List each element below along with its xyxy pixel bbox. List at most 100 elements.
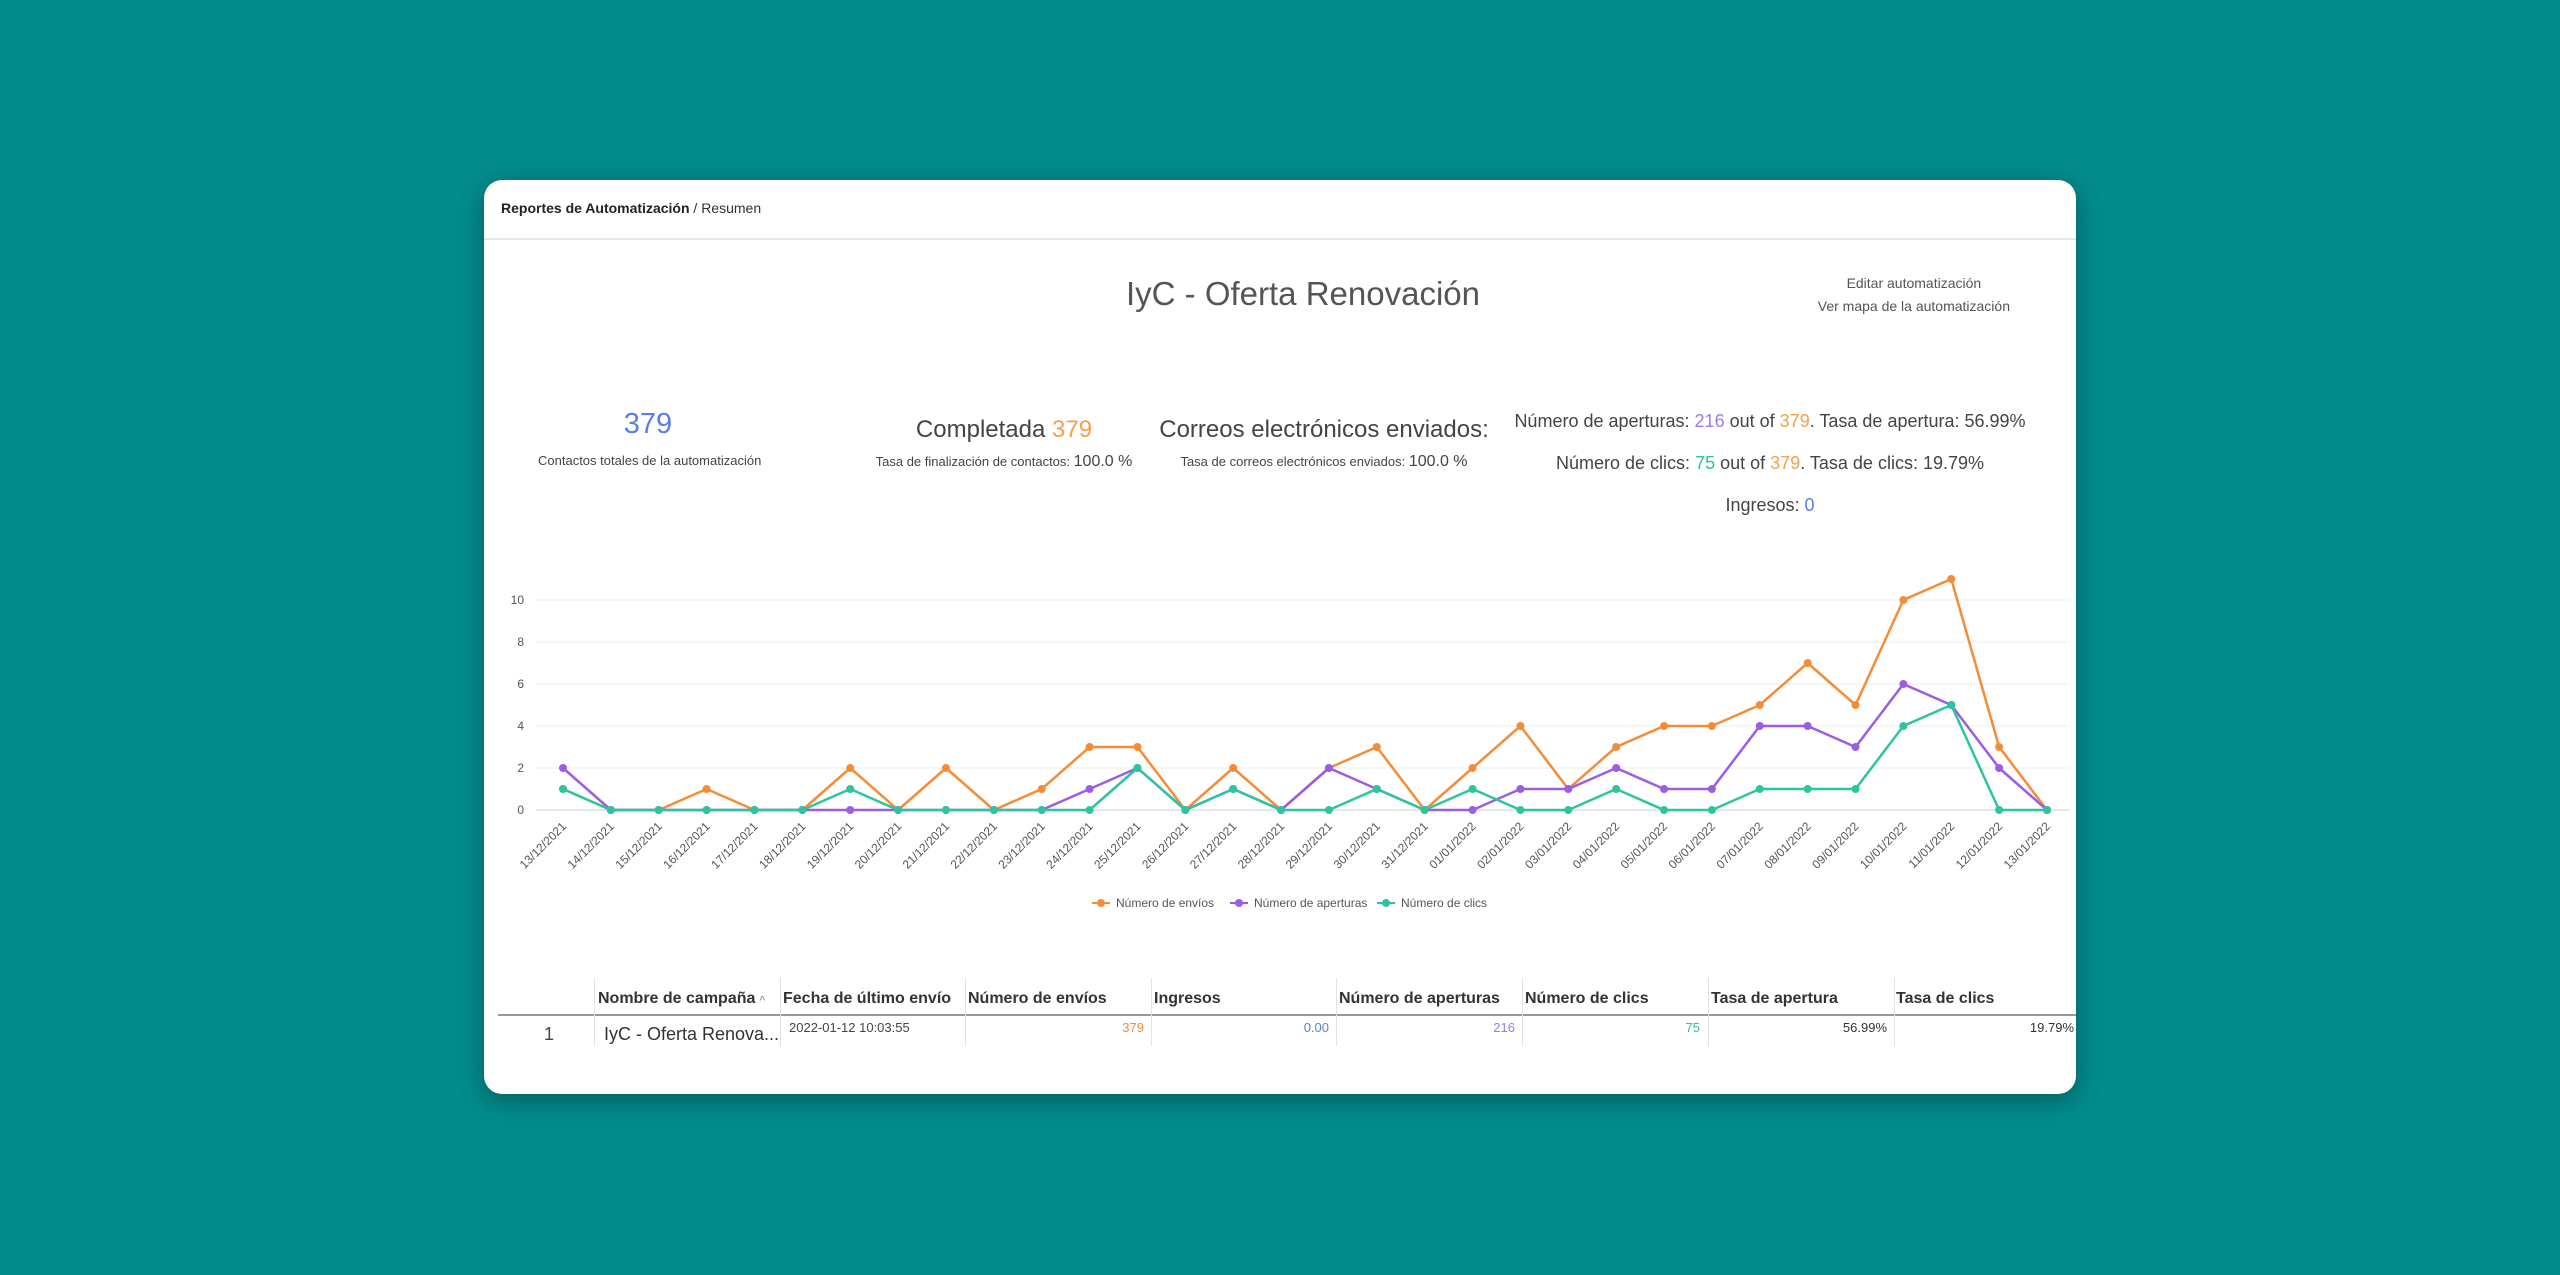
opens-total: 379 — [1779, 411, 1810, 431]
data-point — [1707, 806, 1716, 814]
data-point — [1947, 701, 1956, 709]
y-tick-label: 2 — [517, 761, 524, 775]
x-tick-label: 31/12/2021 — [1378, 819, 1431, 872]
emails-sent-stat: Correos electrónicos enviados: Tasa de c… — [1154, 416, 1494, 471]
data-point — [941, 764, 950, 772]
x-tick-label: 11/01/2022 — [1906, 819, 1958, 871]
x-tick-label: 26/12/2021 — [1139, 819, 1192, 872]
table-header-cell[interactable]: Fecha de último envío — [783, 990, 952, 1007]
series-line — [562, 682, 2048, 812]
y-tick-label: 8 — [517, 635, 524, 649]
x-tick-label: 17/12/2021 — [708, 819, 761, 872]
data-point — [1277, 806, 1286, 814]
data-point — [1516, 785, 1525, 793]
x-tick-label: 15/12/2021 — [612, 819, 665, 872]
legend-label: Número de clics — [1401, 896, 1487, 910]
breadcrumb-bar: Reportes de Automatización / Resumen — [484, 180, 2076, 240]
x-tick-label: 30/12/2021 — [1331, 819, 1384, 872]
completion-rate-value: 100.0 % — [1073, 453, 1133, 470]
data-point — [1037, 806, 1046, 814]
table-column-divider — [1708, 978, 1709, 1046]
y-tick-label: 0 — [517, 803, 524, 817]
engagement-stats: Número de aperturas: 216 out of 379. Tas… — [1490, 400, 2050, 526]
x-tick-label: 14/12/2021 — [565, 819, 618, 872]
x-tick-label: 24/12/2021 — [1043, 819, 1096, 872]
x-tick-label: 09/01/2022 — [1809, 819, 1862, 872]
sort-ascending-icon[interactable]: ^ — [759, 995, 766, 1006]
data-point — [1229, 764, 1238, 772]
total-contacts-value: 379 — [623, 408, 673, 440]
table-column-divider — [1151, 978, 1152, 1046]
table-header-cell[interactable]: Número de clics — [1525, 990, 1649, 1007]
data-point — [1564, 806, 1573, 814]
click-rate-text: . Tasa de clics: 19.79% — [1800, 453, 1984, 473]
data-point — [1755, 722, 1764, 730]
data-point — [1372, 785, 1381, 793]
completed-label: Completada — [915, 416, 1046, 443]
x-tick-label: 18/12/2021 — [756, 819, 809, 872]
emails-sent-rate-label: Tasa de correos electrónicos enviados: — [1180, 454, 1406, 469]
edit-automation-link[interactable]: Editar automatización — [1846, 275, 1982, 291]
revenue-label: Ingresos: — [1725, 495, 1800, 515]
data-point — [1803, 659, 1812, 667]
campaign-name-link[interactable]: IyC - Oferta Renova... — [604, 1024, 780, 1044]
table-column-divider — [965, 978, 966, 1046]
completed-stat: Completada 379 Tasa de finalización de c… — [844, 416, 1164, 471]
data-point — [1085, 743, 1094, 751]
data-point — [1707, 722, 1716, 730]
x-tick-label: 19/12/2021 — [804, 819, 857, 872]
breadcrumb-parent-link[interactable]: Reportes de Automatización — [501, 200, 690, 216]
data-point — [1707, 785, 1716, 793]
data-point — [750, 806, 759, 814]
table-header-cell[interactable]: Ingresos — [1154, 990, 1221, 1007]
legend-swatch-dot — [1235, 899, 1243, 907]
x-tick-label: 06/01/2022 — [1666, 819, 1719, 872]
data-point — [846, 806, 855, 814]
opens-value: 216 — [1694, 411, 1725, 431]
x-tick-label: 01/01/2022 — [1426, 819, 1479, 872]
x-tick-label: 16/12/2021 — [660, 819, 713, 872]
table-header-cell[interactable]: Número de aperturas — [1339, 990, 1500, 1007]
data-point — [894, 806, 903, 814]
table-header-cell[interactable]: Tasa de clics — [1896, 990, 1995, 1007]
x-tick-label: 12/01/2022 — [1953, 819, 2006, 872]
x-tick-label: 25/12/2021 — [1091, 819, 1144, 872]
legend-label: Número de envíos — [1116, 896, 1214, 910]
data-point — [1851, 743, 1860, 751]
series-line — [562, 703, 2047, 812]
data-point — [1181, 806, 1190, 814]
breadcrumb-separator: / — [689, 200, 702, 216]
x-tick-label: 05/01/2022 — [1618, 819, 1671, 872]
open-rate-text: . Tasa de apertura: 56.99% — [1809, 411, 2026, 431]
view-automation-map-link[interactable]: Ver mapa de la automatización — [1817, 298, 2010, 314]
legend-swatch-dot — [1097, 899, 1105, 907]
data-point — [1037, 785, 1046, 793]
data-point — [1899, 722, 1908, 730]
breadcrumb: Reportes de Automatización / Resumen — [501, 200, 761, 216]
data-point — [1851, 701, 1860, 709]
data-point — [1324, 764, 1333, 772]
table-header-cell[interactable]: Tasa de apertura — [1711, 990, 1838, 1007]
data-point — [1564, 785, 1573, 793]
data-point — [1372, 743, 1381, 751]
data-point — [1468, 785, 1477, 793]
x-tick-label: 04/01/2022 — [1570, 819, 1623, 872]
table-column-divider — [1894, 978, 1895, 1046]
x-tick-label: 27/12/2021 — [1187, 819, 1240, 872]
data-point — [1612, 743, 1621, 751]
data-point — [1612, 764, 1621, 772]
revenue-amount: 0.00 — [1303, 1020, 1329, 1035]
x-tick-label: 10/01/2022 — [1857, 819, 1910, 872]
data-point — [1803, 785, 1812, 793]
data-point — [1899, 596, 1908, 604]
open-rate: 56.99% — [1842, 1020, 1887, 1035]
x-tick-label: 23/12/2021 — [995, 819, 1048, 872]
table-header-cell[interactable]: Nombre de campaña ^ — [598, 990, 766, 1007]
opens-out-of: out of — [1729, 411, 1775, 431]
table-header-cell[interactable]: Número de envíos — [968, 990, 1107, 1007]
data-point — [1660, 806, 1669, 814]
legend-label: Número de aperturas — [1254, 896, 1367, 910]
x-tick-label: 08/01/2022 — [1761, 819, 1814, 872]
data-point — [1899, 680, 1908, 688]
data-point — [1995, 743, 2004, 751]
